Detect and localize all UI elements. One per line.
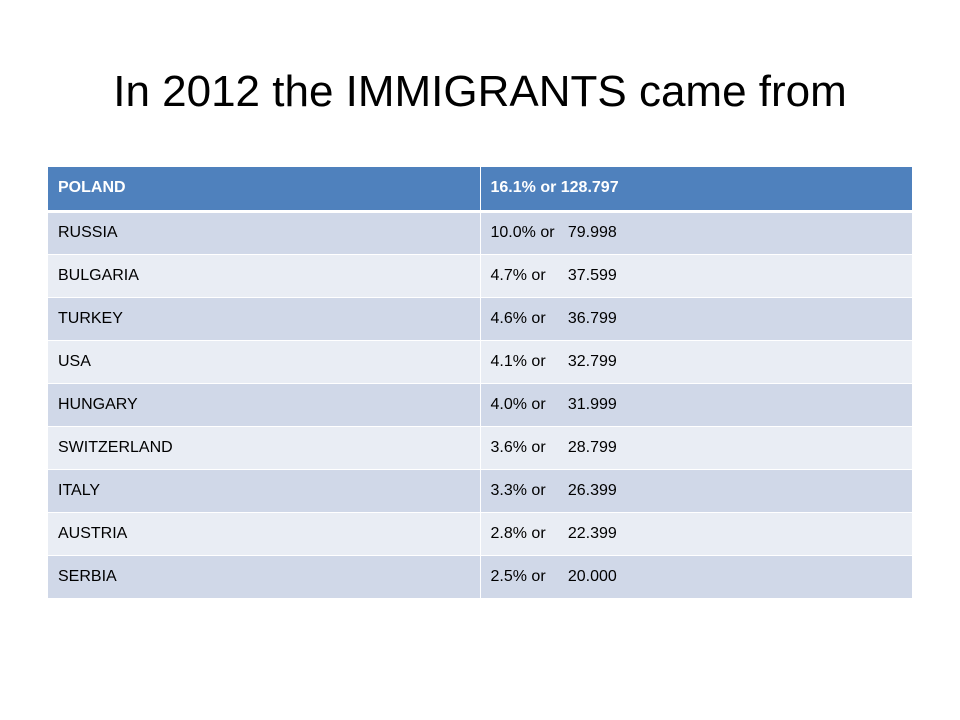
table-row: BULGARIA 4.7% or 37.599 (48, 254, 912, 298)
value-cell: 2.5% or 20.000 (480, 555, 912, 599)
value-cell: 10.0% or 79.998 (480, 211, 912, 255)
country-cell: SERBIA (48, 555, 481, 599)
value-cell: 4.7% or 37.599 (480, 254, 912, 298)
table-header-row: POLAND 16.1% or 128.797 (48, 167, 912, 213)
country-cell: TURKEY (48, 297, 481, 341)
country-cell: AUSTRIA (48, 512, 481, 556)
country-cell: SWITZERLAND (48, 426, 481, 470)
country-cell: HUNGARY (48, 383, 481, 427)
table-row: SWITZERLAND 3.6% or 28.799 (48, 426, 912, 470)
country-cell: ITALY (48, 469, 481, 513)
table-row: SERBIA 2.5% or 20.000 (48, 555, 912, 599)
table-row: USA 4.1% or 32.799 (48, 340, 912, 384)
value-cell: 4.6% or 36.799 (480, 297, 912, 341)
value-cell: 3.6% or 28.799 (480, 426, 912, 470)
country-cell: USA (48, 340, 481, 384)
table-row: AUSTRIA 2.8% or 22.399 (48, 512, 912, 556)
immigrants-table: POLAND 16.1% or 128.797 RUSSIA 10.0% or … (48, 167, 912, 599)
value-cell: 4.0% or 31.999 (480, 383, 912, 427)
table-row: HUNGARY 4.0% or 31.999 (48, 383, 912, 427)
value-cell: 3.3% or 26.399 (480, 469, 912, 513)
value-cell: 4.1% or 32.799 (480, 340, 912, 384)
slide-title: In 2012 the IMMIGRANTS came from (113, 67, 847, 116)
table-row: TURKEY 4.6% or 36.799 (48, 297, 912, 341)
header-cell-country: POLAND (48, 167, 481, 213)
table-row: RUSSIA 10.0% or 79.998 (48, 211, 912, 255)
country-cell: RUSSIA (48, 211, 481, 255)
header-cell-value: 16.1% or 128.797 (480, 167, 912, 213)
table-row: ITALY 3.3% or 26.399 (48, 469, 912, 513)
value-cell: 2.8% or 22.399 (480, 512, 912, 556)
country-cell: BULGARIA (48, 254, 481, 298)
